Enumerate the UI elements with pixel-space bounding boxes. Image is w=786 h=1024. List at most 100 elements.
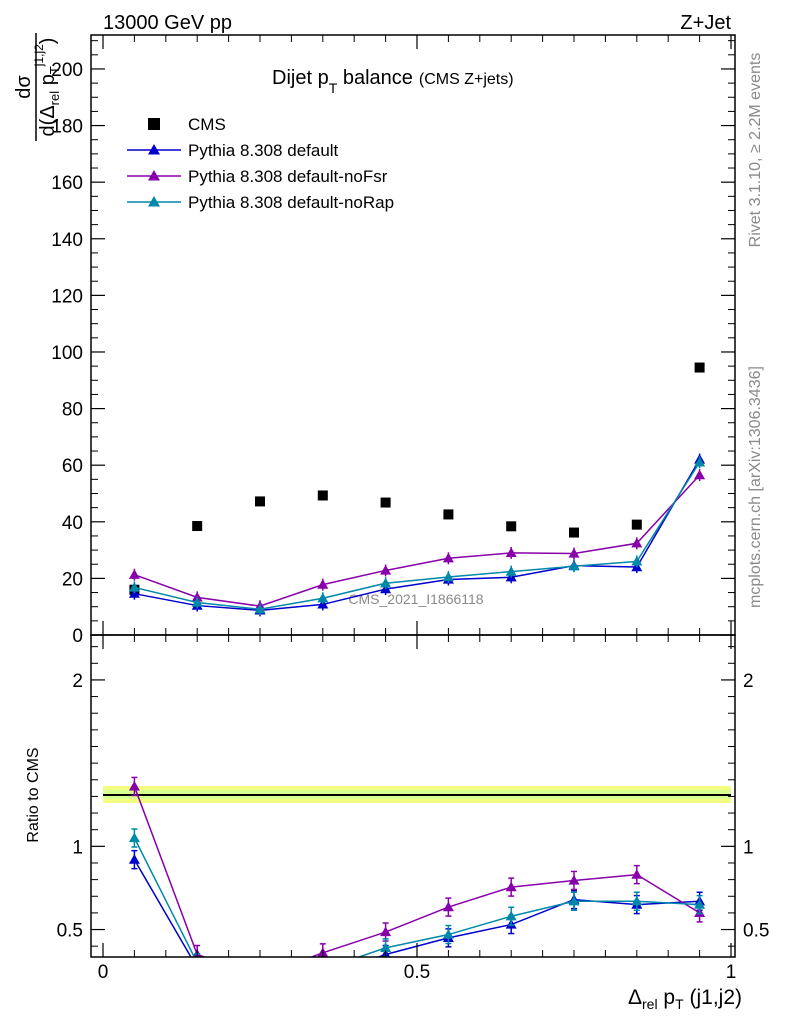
legend-label-default: Pythia 8.308 default [188, 141, 339, 160]
ratio-ylabel: Ratio to CMS [25, 747, 42, 842]
header-left: 13000 GeV pp [103, 12, 232, 34]
ratio-point-default-2 [255, 977, 266, 987]
ratio-point-noFsr-2 [255, 971, 266, 981]
main-point-noRap-0 [128, 581, 140, 592]
ratio-point-default-0 [128, 854, 140, 864]
main-point-noRap-9 [694, 456, 706, 467]
ratio-point-noRap-8 [631, 895, 643, 906]
main-line-noFsr [134, 474, 701, 607]
legend-marker-default [148, 144, 160, 155]
rivet-side-text: Rivet 3.1.10, ≥ 2.2M events [747, 53, 764, 248]
main-point-cms-8 [631, 519, 642, 530]
ratio-point-noRap-7 [568, 895, 580, 906]
ratio-point-noRap-0 [128, 832, 140, 843]
legend-label-noRap: Pythia 8.308 default-noRap [188, 193, 394, 212]
main-ytick-label-180: 180 [51, 117, 83, 138]
main-ytick-label-80: 80 [62, 400, 83, 421]
main-point-noRap-7 [568, 560, 580, 571]
ratio-line-noFsr [133, 786, 700, 957]
plot-title-rest: balance [337, 67, 413, 89]
main-point-noRap-6 [505, 566, 517, 576]
ratio-ytick-label-left-1: 1 [72, 837, 83, 858]
plot-title-small: (CMS Z+jets) [419, 71, 514, 88]
plot-title-sub: T [329, 80, 338, 96]
ratio-ytick-label-right-0.5: 0.5 [743, 921, 769, 942]
ratio-point-default-3 [317, 971, 328, 981]
main-point-noFsr-6 [505, 547, 517, 558]
xtick-label-0: 0 [98, 962, 109, 983]
main-point-noRap-5 [442, 571, 454, 582]
x-axis-label: Δrel pT (j1,j2) [628, 986, 742, 1012]
svg-text:dσ: dσ [13, 75, 35, 99]
legend-marker-cms [148, 118, 160, 130]
ratio-point-noRap-6 [505, 910, 517, 921]
main-point-noRap-4 [380, 577, 392, 588]
main-point-noFsr-3 [317, 579, 329, 589]
main-point-noFsr-9 [694, 469, 706, 480]
ratio-point-noRap-1 [192, 957, 203, 967]
main-point-noFsr-8 [631, 537, 643, 548]
legend-marker-noFsr [148, 170, 160, 181]
legend-marker-noRap [148, 196, 160, 207]
main-ytick-label-160: 160 [51, 173, 83, 194]
ratio-point-default-1 [192, 962, 203, 972]
legend-label-noFsr: Pythia 8.308 default-noFsr [188, 167, 388, 186]
axis-ticks-layer: 0 20 40 60 80 100 120 140 160 180 200 0 0.5 1 0.5 0.5 1 1… [51, 35, 769, 983]
main-ytick-label-120: 120 [51, 286, 83, 307]
ratio-series-layer [128, 776, 706, 987]
ratio-point-noRap-3 [317, 964, 328, 974]
main-point-cms-2 [255, 496, 265, 507]
ratio-point-noFsr-0 [128, 780, 140, 791]
main-point-noRap-1 [191, 596, 203, 607]
xtick-label-0.5: 0.5 [404, 962, 430, 983]
main-ytick-label-40: 40 [62, 513, 83, 534]
main-ytick-label-0: 0 [72, 626, 83, 647]
main-ytick-label-60: 60 [62, 456, 83, 477]
main-ytick-label-140: 140 [51, 230, 83, 251]
legend: CMS Pythia 8.308 default Pythia 8.308 defa… [127, 115, 394, 212]
main-point-noFsr-4 [380, 564, 392, 575]
main-point-noRap-8 [631, 555, 643, 566]
ratio-reference-band [103, 786, 731, 803]
ratio-point-noFsr-5 [442, 901, 454, 912]
ratio-point-noRap-5 [442, 929, 454, 939]
main-series-layer [128, 362, 706, 617]
main-line-noRap [134, 461, 701, 611]
main-point-cms-6 [506, 521, 517, 532]
main-ytick-label-20: 20 [62, 569, 83, 590]
main-point-cms-4 [380, 497, 391, 508]
main-point-noFsr-5 [442, 552, 454, 563]
ratio-point-noRap-2 [255, 976, 266, 986]
main-point-noRap-2 [254, 603, 266, 614]
main-line-default [134, 459, 701, 612]
main-point-cms-5 [443, 509, 454, 520]
ratio-point-noRap-9 [694, 899, 706, 909]
ratio-point-noFsr-7 [568, 874, 580, 885]
main-point-noFsr-7 [568, 547, 580, 558]
ratio-line-noRap [133, 837, 700, 957]
header-right: Z+Jet [680, 12, 731, 34]
main-point-cms-9 [694, 362, 705, 373]
xtick-label-1: 1 [726, 962, 737, 983]
ratio-point-noFsr-8 [631, 869, 643, 879]
main-point-noFsr-0 [128, 569, 140, 579]
mcplots-side-text: mcplots.cern.ch [arXiv:1306.3436] [747, 366, 764, 608]
ratio-ytick-label-right-1: 1 [743, 837, 754, 858]
main-point-cms-1 [192, 521, 203, 532]
main-point-noRap-3 [317, 592, 329, 603]
main-ytick-label-100: 100 [51, 343, 83, 364]
ratio-ytick-label-right-2: 2 [743, 671, 754, 692]
main-point-cms-3 [317, 490, 328, 501]
plot-title-main: Dijet p [272, 67, 329, 89]
main-point-cms-7 [569, 527, 579, 538]
watermark: CMS_2021_I1866118 [348, 591, 483, 607]
main-ytick-label-200: 200 [51, 60, 83, 81]
ratio-ytick-label-left-0.5: 0.5 [57, 921, 83, 942]
ratio-point-noRap-4 [380, 942, 392, 952]
ratio-point-noFsr-4 [380, 926, 392, 937]
ratio-point-noFsr-6 [505, 881, 517, 892]
ratio-ytick-label-left-2: 2 [72, 671, 83, 692]
plot-title: Dijet pT balance (CMS Z+jets) [272, 67, 514, 96]
legend-label-cms: CMS [188, 115, 226, 134]
